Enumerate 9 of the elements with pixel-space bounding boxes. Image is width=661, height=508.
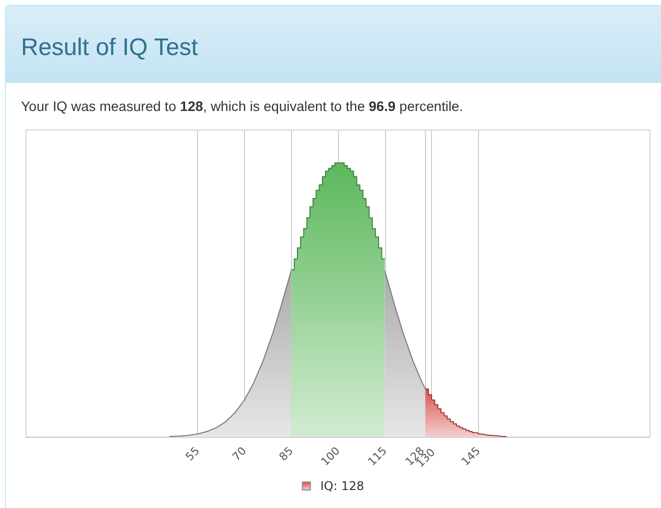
x-tick-label: 55 [183,444,202,464]
x-tick-label: 115 [365,444,390,468]
x-tick-label: 85 [276,444,296,464]
x-tick-label: 145 [458,444,483,468]
legend-label: IQ: 128 [320,479,364,493]
x-tick-label: 70 [230,444,249,464]
chart-title: Result of IQ Test [21,34,198,61]
chart-subtitle: Your IQ was measured to 128, which is equivalent to the 96.9 percentile. [21,99,464,114]
x-tick-label: 100 [318,444,343,468]
